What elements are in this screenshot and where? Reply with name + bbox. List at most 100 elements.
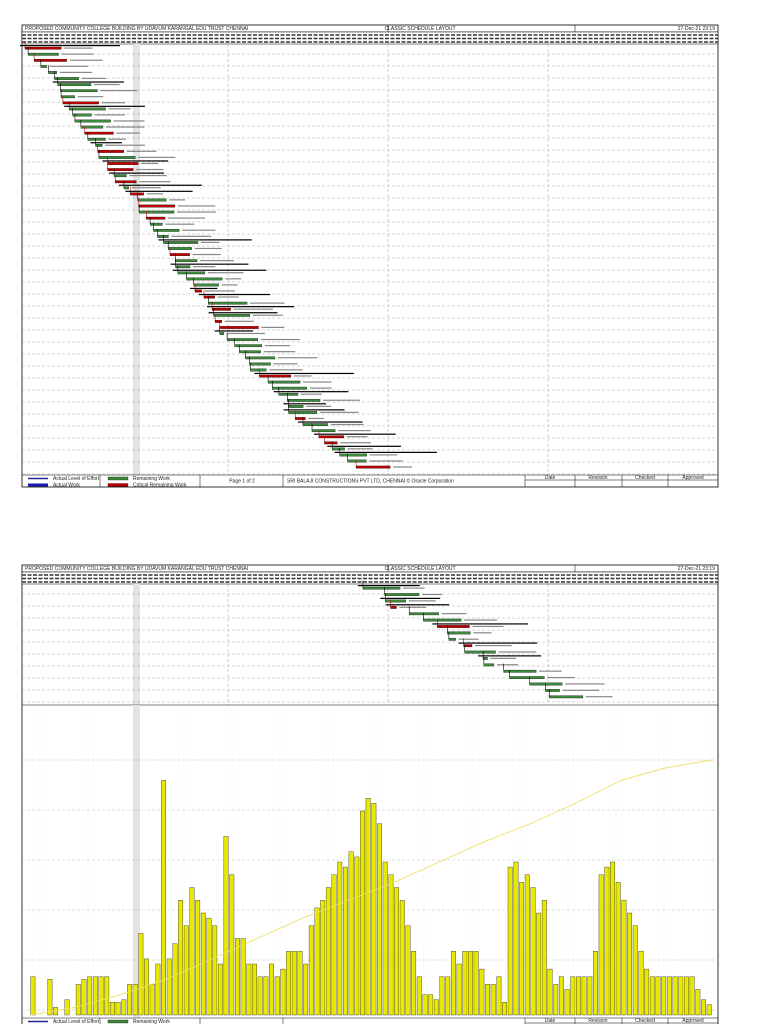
label-stub	[225, 278, 241, 280]
legend-label: Critical Remaining Work	[133, 482, 187, 488]
label-stub	[100, 90, 138, 92]
activity-bar	[153, 228, 180, 232]
summary-bar	[357, 585, 420, 587]
print-date: 27-Dec-21 23:19	[678, 26, 715, 32]
histogram-bar	[240, 938, 246, 1016]
histogram-bar	[252, 963, 257, 1016]
print-date: 27-Dec-21 23:19	[678, 566, 715, 572]
histogram-bar	[524, 874, 530, 1016]
label-stub	[108, 138, 127, 140]
histogram-bar	[638, 951, 644, 1016]
activity-bar	[57, 83, 92, 86]
histogram-bar	[217, 963, 223, 1016]
label-stub	[94, 83, 120, 86]
histogram-bar	[354, 856, 360, 1016]
label-stub	[393, 466, 413, 468]
activity-bar	[62, 101, 99, 105]
histogram-bar	[138, 933, 144, 1016]
activity-bar	[137, 198, 167, 202]
label-stub	[472, 625, 504, 628]
histogram-bar	[439, 976, 445, 1016]
label-stub	[306, 405, 332, 407]
label-stub	[226, 332, 266, 335]
histogram-bar	[666, 976, 672, 1016]
label-stub	[399, 606, 427, 608]
activity-bar	[115, 180, 137, 184]
histogram-bar	[291, 951, 297, 1016]
label-stub	[105, 126, 145, 128]
activity-bar	[194, 289, 202, 293]
histogram-bar	[200, 912, 206, 1016]
activity-bar	[287, 398, 321, 402]
label-stub	[473, 632, 492, 634]
histogram-bar	[416, 976, 422, 1016]
activity-bar	[214, 320, 223, 323]
histogram-bar	[502, 1002, 508, 1016]
label-stub	[490, 657, 517, 659]
histogram-bar	[377, 823, 382, 1016]
label-stub	[116, 132, 141, 134]
activity-bar	[239, 350, 261, 354]
activity-bar	[267, 380, 301, 384]
activity-bar	[107, 168, 134, 171]
histogram-bar	[365, 798, 371, 1016]
label-stub	[217, 296, 239, 298]
histogram-bar	[161, 780, 166, 1016]
activity-bar	[503, 669, 537, 673]
histogram-bar	[490, 984, 496, 1016]
label-stub	[146, 193, 164, 195]
summary-bar	[478, 655, 542, 657]
cumulative-line	[29, 759, 713, 1016]
histogram-bar	[678, 976, 684, 1016]
activity-bar	[175, 259, 198, 263]
activity-bar	[80, 125, 104, 129]
activity-bar	[509, 676, 545, 679]
activity-bar	[347, 459, 367, 463]
summary-bar	[198, 293, 271, 296]
label-stub	[94, 114, 125, 116]
signoff-header: Checked	[635, 475, 655, 481]
summary-bar	[208, 312, 278, 314]
summary-bar	[458, 642, 538, 644]
histogram-bar	[121, 999, 127, 1016]
label-stub	[177, 205, 216, 207]
histogram-bar	[348, 851, 354, 1016]
histogram-bar	[433, 999, 439, 1016]
histogram-bar	[172, 943, 178, 1016]
label-stub	[192, 253, 221, 256]
activity-bar	[74, 119, 111, 123]
histogram-bar	[456, 963, 462, 1016]
histogram-bar	[683, 976, 689, 1016]
label-stub	[171, 235, 212, 237]
histogram-bar	[570, 976, 576, 1016]
activity-bar	[168, 247, 192, 250]
histogram-bar	[394, 887, 400, 1016]
summary-bar	[172, 269, 267, 271]
label-stub	[264, 345, 291, 347]
histogram-bar	[263, 976, 269, 1016]
histogram-bar	[564, 989, 570, 1016]
histogram-bar	[109, 1002, 115, 1016]
histogram-bar	[541, 900, 547, 1016]
activity-bar	[138, 204, 176, 208]
label-stub	[204, 290, 235, 292]
activity-bar	[54, 77, 79, 80]
histogram-bar	[286, 951, 292, 1016]
histogram-bar	[445, 976, 451, 1016]
histogram-bar	[92, 976, 98, 1016]
histogram-bar	[405, 925, 411, 1016]
histogram-bar	[280, 968, 286, 1016]
label-stub	[64, 47, 93, 49]
label-stub	[136, 168, 164, 171]
summary-bar	[432, 623, 529, 625]
label-stub	[422, 593, 443, 596]
activity-bar	[123, 186, 129, 190]
histogram-bar	[485, 984, 490, 1016]
histogram-bar	[621, 900, 627, 1016]
label-stub	[201, 241, 220, 243]
label-stub	[61, 53, 94, 55]
label-stub	[224, 320, 254, 322]
summary-bar	[334, 451, 437, 453]
label-stub	[77, 96, 104, 98]
label-stub	[207, 272, 244, 274]
